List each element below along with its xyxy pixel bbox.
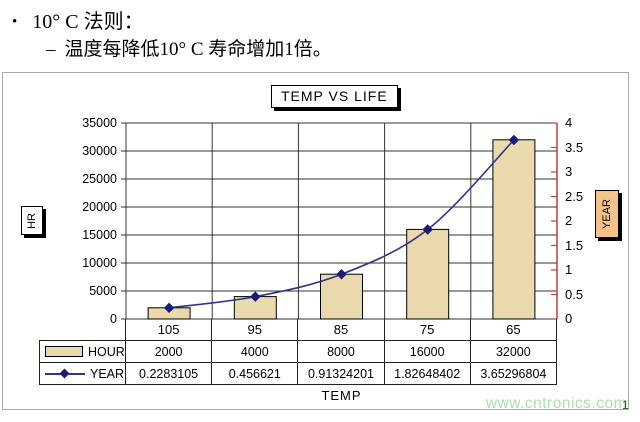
heading-text: 10° C 法则： (32, 11, 144, 33)
bar-swatch-icon (45, 346, 83, 357)
right-axis-tick-label: 4 (565, 115, 573, 130)
page-number: 1 (622, 398, 629, 412)
x-axis-title: TEMP (321, 388, 362, 403)
value-cell-year: 0.2283105 (126, 363, 213, 385)
marker-diamond-icon (250, 291, 261, 302)
category-label: 95 (212, 319, 299, 341)
heading-rule-title: • 10° C 法则： (12, 5, 144, 34)
chart-data-table: 105 95 85 75 65 HOUR 2000 4000 8000 16000 32000 YEA… (39, 319, 557, 385)
dash-icon: – (46, 39, 56, 60)
value-cell-hour: 2000 (126, 341, 213, 363)
bar-hour (492, 139, 536, 320)
right-axis-tick-label: 0 (565, 311, 573, 326)
marker-diamond-icon (508, 134, 520, 146)
right-axis-tick-label: 1.5 (565, 237, 584, 253)
watermark: www.cntronics.com (485, 395, 627, 412)
value-cell-year: 1.82648402 (384, 363, 471, 385)
left-axis-title: HR (26, 212, 38, 229)
left-axis-tick-label: 5000 (89, 284, 117, 298)
right-axis-tick-label: 2.5 (565, 188, 584, 204)
series-name: HOUR (88, 344, 125, 359)
legend-cell-year: YEAR (39, 363, 126, 385)
table-corner-cell (39, 319, 126, 341)
bar-hour (406, 228, 450, 320)
category-label: 85 (298, 319, 385, 341)
value-cell-hour: 4000 (212, 341, 299, 363)
left-axis-tick-label: 0 (110, 312, 117, 326)
right-axis-title-box: YEAR (595, 190, 619, 238)
right-axis-tick-label: 2 (565, 213, 573, 228)
value-cell-hour: 8000 (298, 341, 385, 363)
left-axis-tick-label: 35000 (82, 116, 117, 130)
bullet-icon: • (12, 14, 18, 30)
value-cell-year: 3.65296804 (470, 363, 557, 385)
marker-diamond-icon (163, 302, 175, 314)
right-axis-tick-label: 3 (565, 164, 573, 179)
value-cell-year: 0.91324201 (298, 363, 385, 385)
value-cell-hour: 16000 (384, 341, 471, 363)
legend-cell-hour: HOUR (39, 341, 126, 363)
subheading-text: 温度每降低10° C 寿命增加1倍。 (64, 39, 332, 60)
left-axis-tick-label: 10000 (82, 256, 117, 270)
category-label: 75 (384, 319, 471, 341)
plot-area (121, 122, 558, 320)
value-cell-hour: 32000 (470, 341, 557, 363)
left-axis-tick-label: 30000 (82, 144, 117, 158)
chart-container: TEMP VS LIFE HR YEAR 35000 30000 25000 2000… (2, 72, 629, 410)
category-label: 105 (126, 319, 213, 341)
marker-diamond-icon (336, 269, 347, 280)
chart-title: TEMP VS LIFE (271, 85, 398, 108)
bar-hour (320, 273, 363, 320)
left-axis-tick-label: 15000 (82, 228, 117, 242)
left-axis-tick-label: 25000 (82, 172, 117, 186)
right-axis-tick-label: 1 (565, 262, 573, 277)
left-axis-title-box: HR (21, 206, 43, 235)
marker-diamond-icon (422, 224, 433, 235)
heading-rule-detail: – 温度每降低10° C 寿命增加1倍。 (46, 34, 332, 61)
value-cell-year: 0.456621 (212, 363, 299, 385)
right-axis-title: YEAR (601, 199, 613, 229)
right-axis-tick-label: 0.5 (565, 286, 584, 302)
plot-area-svg (121, 122, 558, 320)
left-axis-tick-label: 20000 (82, 200, 117, 214)
series-name: YEAR (90, 366, 125, 381)
right-axis-tick-label: 3.5 (565, 139, 584, 155)
line-marker-swatch-icon (45, 369, 85, 378)
category-label: 65 (470, 319, 557, 341)
